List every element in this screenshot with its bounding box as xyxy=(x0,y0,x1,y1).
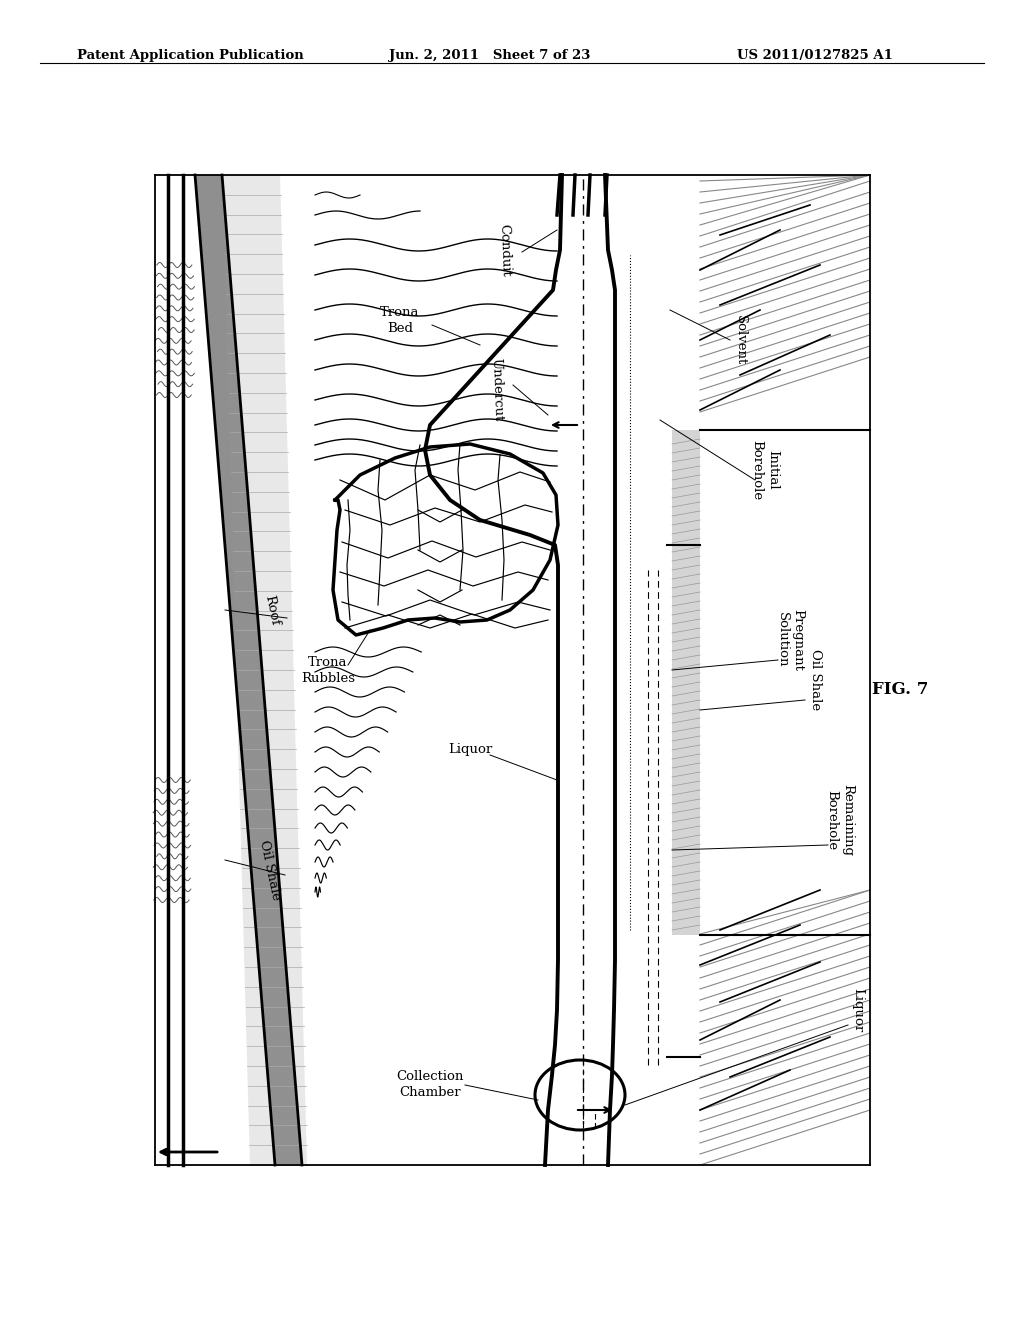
Text: FIG. 7: FIG. 7 xyxy=(871,681,928,698)
Text: Oil Shale: Oil Shale xyxy=(257,838,283,902)
Polygon shape xyxy=(672,430,700,935)
Polygon shape xyxy=(222,176,307,1166)
Text: Liquor: Liquor xyxy=(447,743,493,756)
Text: Solvent: Solvent xyxy=(733,315,746,366)
Text: Liquor: Liquor xyxy=(852,987,864,1032)
Polygon shape xyxy=(195,176,302,1166)
Text: Initial
Borehole: Initial Borehole xyxy=(751,440,779,500)
Text: Oil Shale: Oil Shale xyxy=(809,649,821,710)
Text: Remaining
Borehole: Remaining Borehole xyxy=(825,784,854,855)
Text: Jun. 2, 2011   Sheet 7 of 23: Jun. 2, 2011 Sheet 7 of 23 xyxy=(389,49,591,62)
Text: Pregnant
Solution: Pregnant Solution xyxy=(775,609,805,671)
Text: Collection
Chamber: Collection Chamber xyxy=(396,1071,464,1100)
Text: Undercut: Undercut xyxy=(489,358,505,422)
Text: Trona
Bed: Trona Bed xyxy=(380,305,420,334)
Text: Trona
Rubbles: Trona Rubbles xyxy=(301,656,355,685)
Text: Roof: Roof xyxy=(262,594,282,626)
Text: US 2011/0127825 A1: US 2011/0127825 A1 xyxy=(737,49,893,62)
Text: Patent Application Publication: Patent Application Publication xyxy=(77,49,303,62)
Text: Conduit: Conduit xyxy=(498,223,512,277)
